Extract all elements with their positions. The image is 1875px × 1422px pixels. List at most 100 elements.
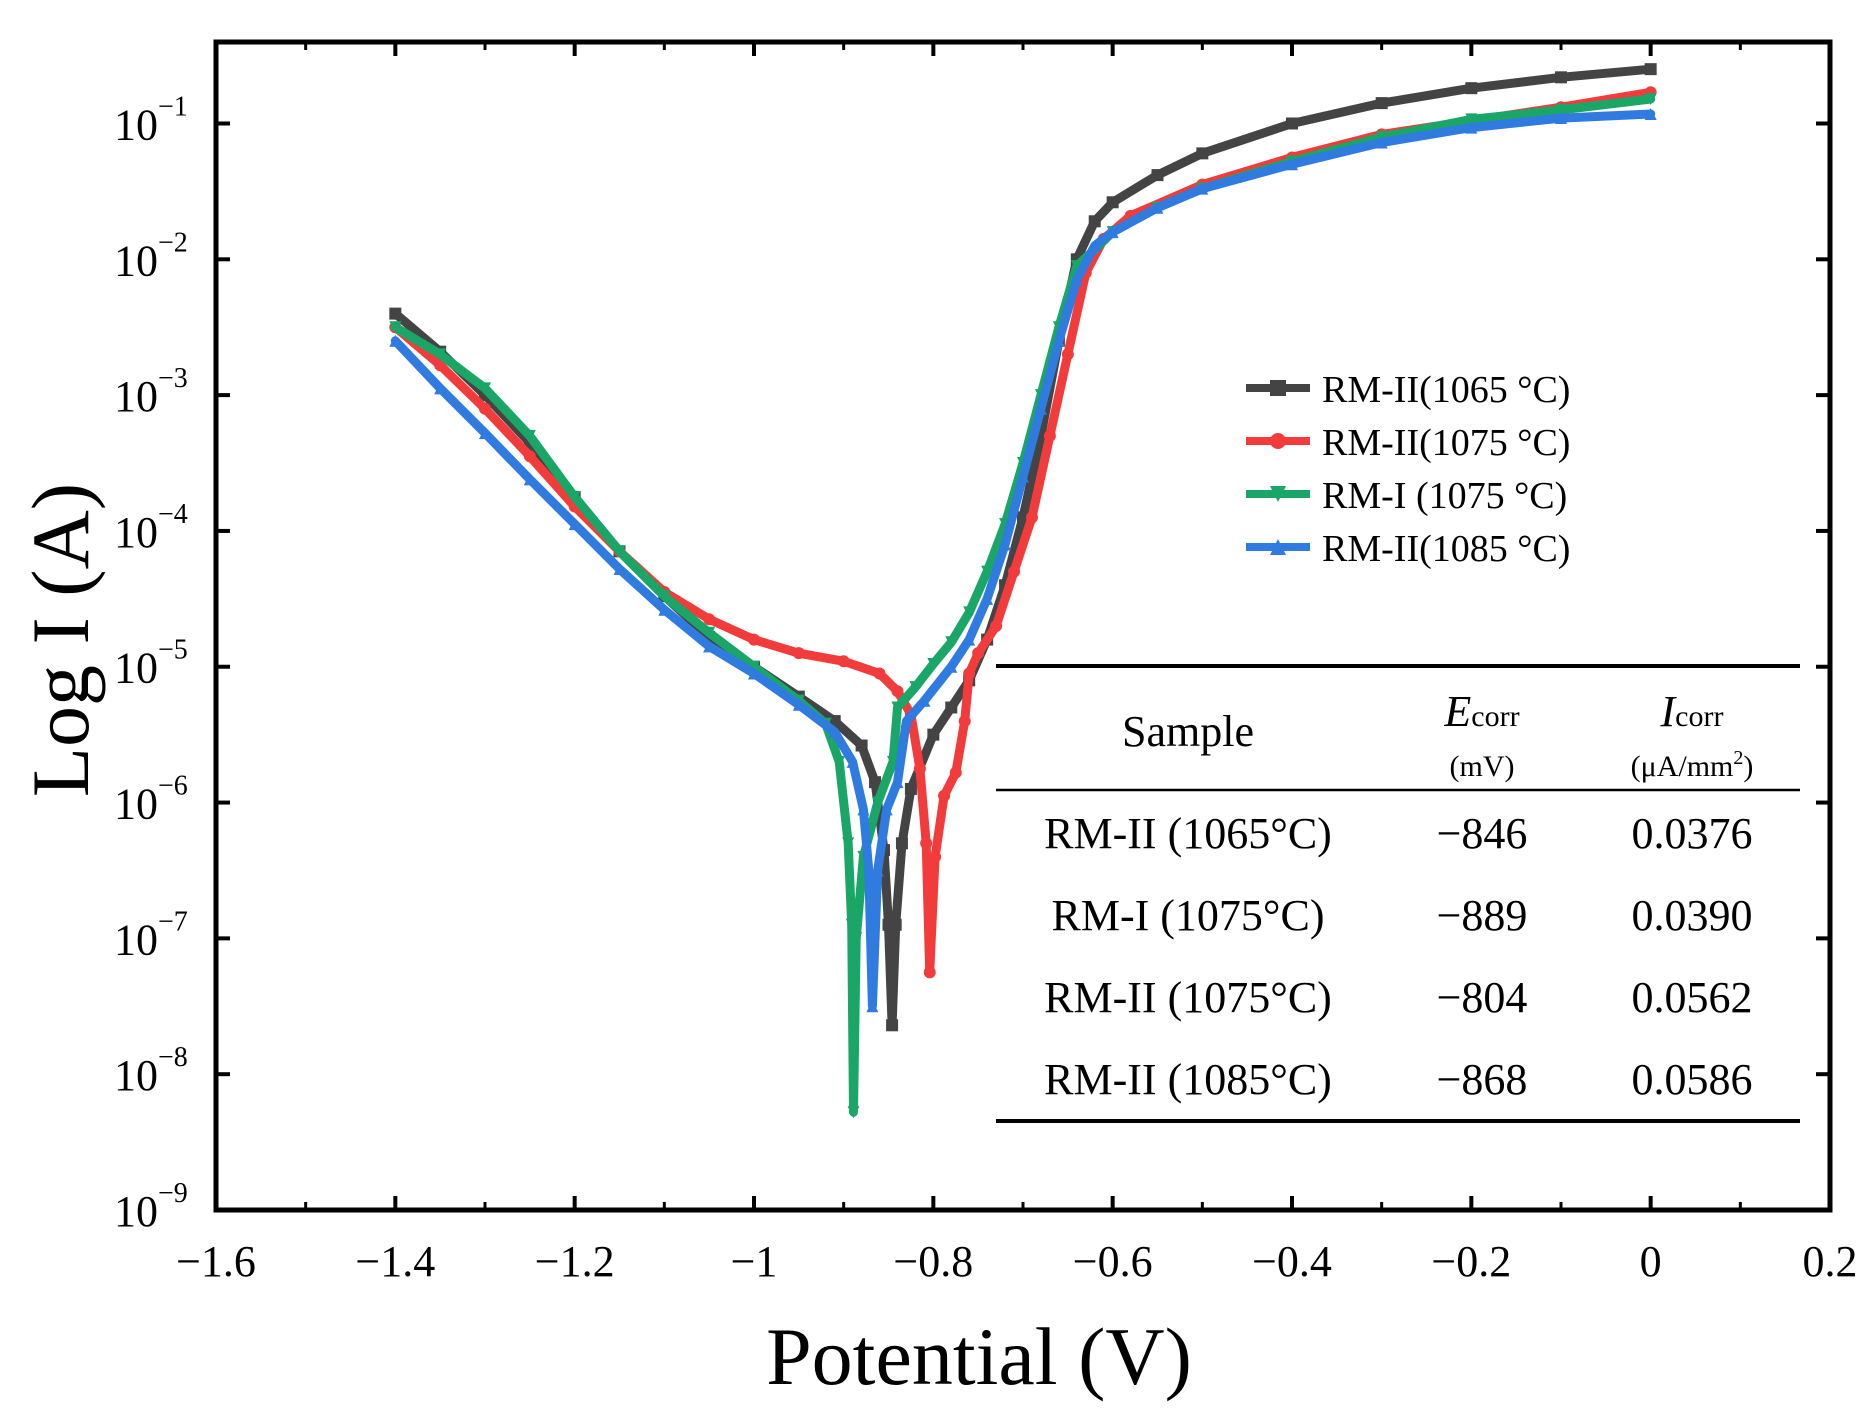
data-point [900,715,913,728]
y-tick-label: 10 −5 [114,635,188,693]
data-point [990,620,1003,632]
y-tick-exponent: −5 [158,635,188,666]
icorr-unit-text: (μA/mm [1631,750,1734,783]
legend-entry: RM-II(1065 °C) [1246,369,1570,411]
y-tick-exponent: −3 [158,363,188,394]
data-point [434,382,447,395]
col-header-sample: Sample [1122,707,1254,756]
data-point [1465,121,1478,134]
data-point [523,450,536,463]
data-point [904,782,917,795]
data-point [1465,82,1478,95]
y-tick-base: 10 [114,100,158,149]
y-tick-exponent: −4 [158,499,188,530]
data-point [929,850,942,863]
data-point [479,402,491,415]
data-point [658,590,671,603]
icorr-subscript: corr [1675,700,1723,733]
y-tick-label: 10 −1 [114,91,188,149]
data-point [963,633,976,646]
data-point [658,603,671,616]
data-point [945,701,958,714]
y-tick-label: 10 −3 [114,363,188,421]
data-point [1375,97,1388,110]
col-header-ecorr-unit: (mV) [1450,750,1515,783]
data-point [845,918,858,931]
data-point [479,427,491,440]
axis-ticks [214,42,1832,1212]
data-point [927,658,940,671]
legend: RM-II(1065 °C) RM-II(1075 °C) RM-I (1075 °… [1246,369,1570,570]
data-point [958,715,971,728]
cell-sample: RM-I (1075°C) [1051,891,1324,940]
data-point [938,789,951,802]
series-2 [389,93,1657,1119]
y-tick-label: 10 −9 [114,1178,188,1236]
cell-sample: RM-II (1065°C) [1044,809,1332,858]
data-point [1151,169,1164,182]
data-point [1008,565,1021,578]
y-tick-label: 10 −2 [114,227,188,285]
y-tick-exponent: −8 [158,1042,188,1073]
table-row: RM-I (1075°C) −889 0.0390 [1051,891,1752,940]
data-point [1555,103,1567,116]
y-tick-base: 10 [114,1187,158,1236]
data-point [1025,511,1038,524]
cell-sample: RM-II (1085°C) [1044,1055,1332,1104]
cell-ecorr: −889 [1437,891,1528,940]
y-tick-exponent: −2 [158,227,188,258]
data-point [748,633,760,646]
data-point [842,837,855,850]
data-point [1555,71,1567,84]
legend-marker [1270,380,1286,396]
cell-icorr: 0.0562 [1632,973,1753,1022]
data-point [1088,239,1101,252]
data-point [855,739,868,752]
x-tick-label: −1.6 [176,1237,256,1286]
x-tick-label: −0.8 [893,1237,973,1286]
data-point [963,667,976,680]
data-point [886,755,899,768]
series-3 [389,107,1657,1013]
data-point [1070,273,1083,286]
legend-marker [1270,433,1286,449]
legend-entry: RM-II(1085 °C) [1246,528,1570,570]
table-row: RM-II (1065°C) −846 0.0376 [1044,809,1752,858]
corrosion-table: Sample Ecorr (mV) Icorr (μA/mm2) RM-II (1065°… [996,664,1800,1123]
data-point [909,681,922,694]
cell-ecorr: −868 [1437,1055,1528,1104]
y-tick-exponent: −7 [158,906,188,937]
cell-sample: RM-II (1075°C) [1044,973,1332,1022]
y-tick-exponent: −6 [158,771,188,802]
data-point [1106,196,1119,209]
y-tick-base: 10 [114,372,158,421]
plot-frame [213,39,1833,1213]
legend-entry: RM-II(1075 °C) [1246,422,1570,464]
col-header-ecorr: Ecorr [1443,687,1519,736]
y-tick-label: 10 −6 [114,771,188,829]
icorr-unit-sup: 2 [1733,747,1743,769]
ecorr-symbol: E [1443,687,1471,736]
data-point [880,803,893,816]
data-point [1043,429,1056,442]
x-tick-label: −0.2 [1431,1237,1511,1286]
data-point [862,864,875,877]
col-header-icorr: Icorr [1660,687,1724,736]
data-point [703,626,716,639]
data-point [1286,158,1298,171]
data-point [850,932,863,945]
table-row: RM-II (1085°C) −868 0.0586 [1044,1055,1752,1104]
data-point [523,429,536,442]
data-point [1375,136,1388,149]
y-tick-base: 10 [114,780,158,829]
data-point [871,796,884,809]
data-point [1017,511,1029,524]
data-point [963,606,976,619]
col-header-icorr-unit: (μA/mm2) [1631,747,1754,783]
y-tick-label: 10 −4 [114,499,188,557]
legend-label: RM-II(1065 °C) [1322,369,1570,411]
y-tick-base: 10 [114,644,158,693]
data-point [1052,334,1065,347]
data-point [866,1000,879,1013]
data-point [891,701,904,714]
